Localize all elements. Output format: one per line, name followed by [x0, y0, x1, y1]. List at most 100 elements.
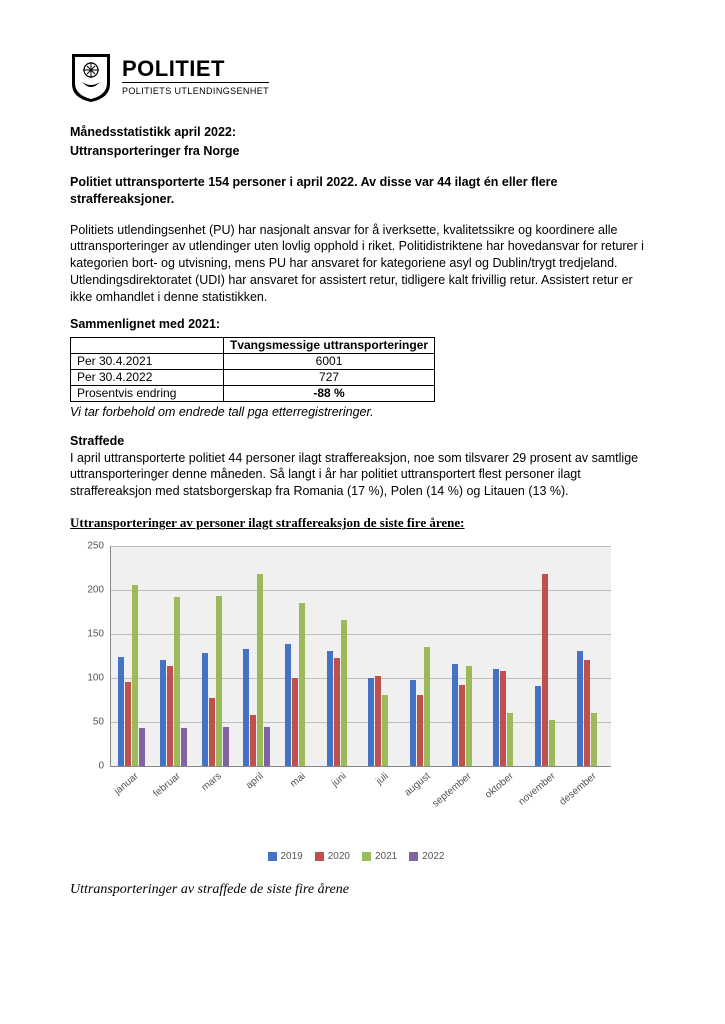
compare-row-label: Per 30.4.2022 [71, 369, 224, 385]
bar-chart: januarfebruarmarsaprilmaijunijuliaugusts… [70, 536, 630, 806]
legend-swatch [315, 852, 324, 861]
chart-x-tick: mars [199, 770, 225, 795]
chart-bar-group [202, 596, 229, 766]
chart-bar [341, 620, 347, 765]
chart-bar [493, 669, 499, 766]
table-row: Tvangsmessige uttransporteringer [71, 337, 435, 353]
logo-block: POLITIET POLITIETS UTLENDINGSENHET [70, 52, 655, 104]
chart-bar-group [535, 574, 556, 766]
page-title-1: Månedsstatistikk april 2022: [70, 124, 655, 141]
chart-bar [223, 727, 229, 766]
chart-bar [202, 653, 208, 766]
chart-x-tick: februar [150, 770, 183, 801]
legend-label: 2020 [328, 851, 350, 862]
compare-row-value: 6001 [224, 353, 435, 369]
chart-bar [181, 728, 187, 766]
chart-bar [160, 660, 166, 766]
chart-bar [452, 664, 458, 765]
chart-y-tick: 250 [70, 539, 104, 553]
table-row: Prosentvis endring -88 % [71, 385, 435, 401]
chart-bar [209, 698, 215, 766]
chart-bar [577, 651, 583, 765]
compare-row-value: -88 % [224, 385, 435, 401]
chart-x-tick: april [243, 770, 266, 792]
chart-x-tick: januar [112, 770, 142, 798]
chart-plot-area [110, 546, 611, 767]
chart-x-tick: juli [374, 770, 392, 788]
chart-bar [584, 660, 590, 766]
chart-bar [466, 666, 472, 765]
chart-bar [132, 585, 138, 765]
chart-bar [118, 657, 124, 765]
table-row: Per 30.4.2021 6001 [71, 353, 435, 369]
chart-bar-group [493, 669, 514, 766]
crest-icon [70, 52, 112, 104]
chart-container: januar februar mars april mai juni juli augusts… [70, 536, 630, 900]
compare-row-value: 727 [224, 369, 435, 385]
compare-col-header: Tvangsmessige uttransporteringer [224, 337, 435, 353]
chart-bar [125, 682, 131, 766]
legend-swatch [409, 852, 418, 861]
brand-subtitle: POLITIETS UTLENDINGSENHET [122, 82, 269, 97]
chart-bar [417, 695, 423, 765]
compare-row-label: Per 30.4.2021 [71, 353, 224, 369]
chart-bar [459, 685, 465, 766]
chart-y-tick: 150 [70, 627, 104, 641]
chart-bar-group [368, 676, 389, 766]
body-paragraph-1: Politiets utlendingsenhet (PU) har nasjo… [70, 222, 655, 306]
chart-title: Uttransporteringer av personer ilagt str… [70, 514, 655, 532]
legend-swatch [268, 852, 277, 861]
legend-label: 2022 [422, 851, 444, 862]
chart-x-tick: oktober [482, 770, 516, 802]
chart-bar-group [285, 603, 306, 766]
chart-bar [264, 727, 270, 766]
chart-x-tick: august [402, 770, 434, 800]
lead-paragraph: Politiet uttransporterte 154 personer i … [70, 174, 655, 208]
chart-bar-group [160, 597, 187, 766]
chart-x-tick: november [516, 770, 559, 809]
chart-x-tick: mai [287, 770, 308, 791]
chart-bar [375, 676, 381, 766]
chart-bar [500, 671, 506, 766]
chart-bar-group [577, 651, 598, 765]
chart-bar [250, 715, 256, 766]
page: POLITIET POLITIETS UTLENDINGSENHET Måned… [0, 0, 725, 940]
compare-table: Tvangsmessige uttransporteringer Per 30.… [70, 337, 435, 402]
chart-y-tick: 50 [70, 715, 104, 729]
chart-y-tick: 0 [70, 759, 104, 773]
chart-bar [410, 680, 416, 765]
chart-bar [591, 713, 597, 766]
chart-x-tick: juni [329, 770, 350, 790]
chart-bar [139, 728, 145, 766]
chart-x-labels: januar februar mars april mai juni juli augusts… [110, 770, 610, 816]
chart-bar [334, 658, 340, 765]
chart-legend: 2019 2020 2021 2022 [70, 850, 630, 864]
chart-caption: Uttransporteringer av straffede de siste… [70, 881, 630, 900]
legend-label: 2019 [281, 851, 303, 862]
chart-bar [424, 647, 430, 766]
chart-bar [216, 596, 222, 766]
chart-bar [285, 644, 291, 765]
chart-y-tick: 200 [70, 583, 104, 597]
chart-x-tick: desember [557, 770, 600, 809]
table-row: Per 30.4.2022 727 [71, 369, 435, 385]
legend-label: 2021 [375, 851, 397, 862]
chart-bar [542, 574, 548, 766]
chart-bar [368, 678, 374, 766]
chart-bar [327, 651, 333, 765]
chart-bar [535, 686, 541, 765]
chart-bar-group [410, 647, 431, 766]
chart-bar [299, 603, 305, 766]
chart-y-tick: 100 [70, 671, 104, 685]
chart-bar-group [452, 664, 473, 765]
compare-title: Sammenlignet med 2021: [70, 316, 655, 333]
convicted-title: Straffede [70, 433, 655, 450]
chart-bar-group [243, 574, 270, 766]
brand-title: POLITIET [122, 58, 269, 80]
chart-bar [174, 597, 180, 766]
chart-bar [382, 695, 388, 765]
brand-text: POLITIET POLITIETS UTLENDINGSENHET [122, 58, 269, 97]
chart-x-tick: september [430, 770, 475, 811]
compare-row-label: Prosentvis endring [71, 385, 224, 401]
chart-bar [167, 666, 173, 765]
